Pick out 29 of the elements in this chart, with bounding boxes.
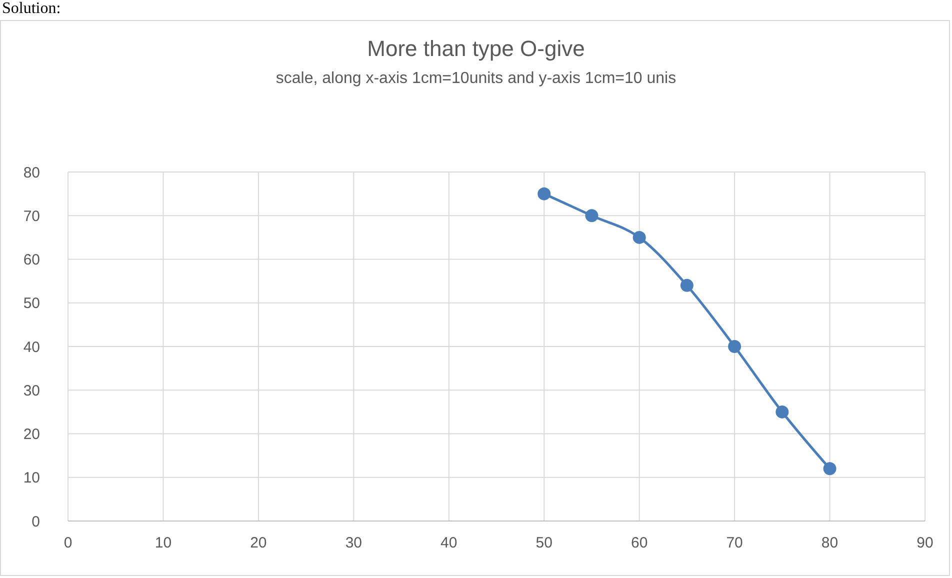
chart-subtitle: scale, along x-axis 1cm=10units and y-axis 1cm=10 unis (274, 70, 678, 88)
y-tick-label: 80 (23, 164, 40, 182)
y-tick-label: 50 (23, 295, 40, 312)
x-tick-label: 10 (154, 534, 172, 552)
point (680, 278, 694, 292)
y-tick-label: 0 (32, 513, 40, 530)
x-tick-label: 20 (250, 534, 267, 552)
y-tick-label: 40 (23, 338, 40, 356)
y-tick-label: 20 (23, 426, 40, 444)
text: Solution: (2, 0, 61, 18)
x-tick-label: 90 (916, 534, 934, 552)
point (728, 340, 742, 353)
y-tick-label: 60 (23, 252, 40, 269)
x-tick-label: 70 (726, 534, 743, 552)
point (632, 230, 646, 244)
x-tick-label: 60 (630, 534, 648, 552)
y-tick-label: 30 (23, 382, 40, 400)
y-tick-label: 70 (23, 208, 40, 225)
point (585, 209, 598, 222)
x-tick-label: 40 (440, 534, 458, 552)
chart-title: More than type O-give (366, 36, 586, 62)
x-tick-label: 80 (821, 534, 838, 552)
point (776, 405, 789, 418)
point (823, 462, 836, 476)
x-tick-label: 50 (536, 534, 552, 552)
x-tick-label: 0 (64, 534, 72, 552)
x-tick-label: 30 (345, 534, 362, 552)
point (538, 187, 551, 200)
y-tick-label: 10 (23, 470, 40, 487)
